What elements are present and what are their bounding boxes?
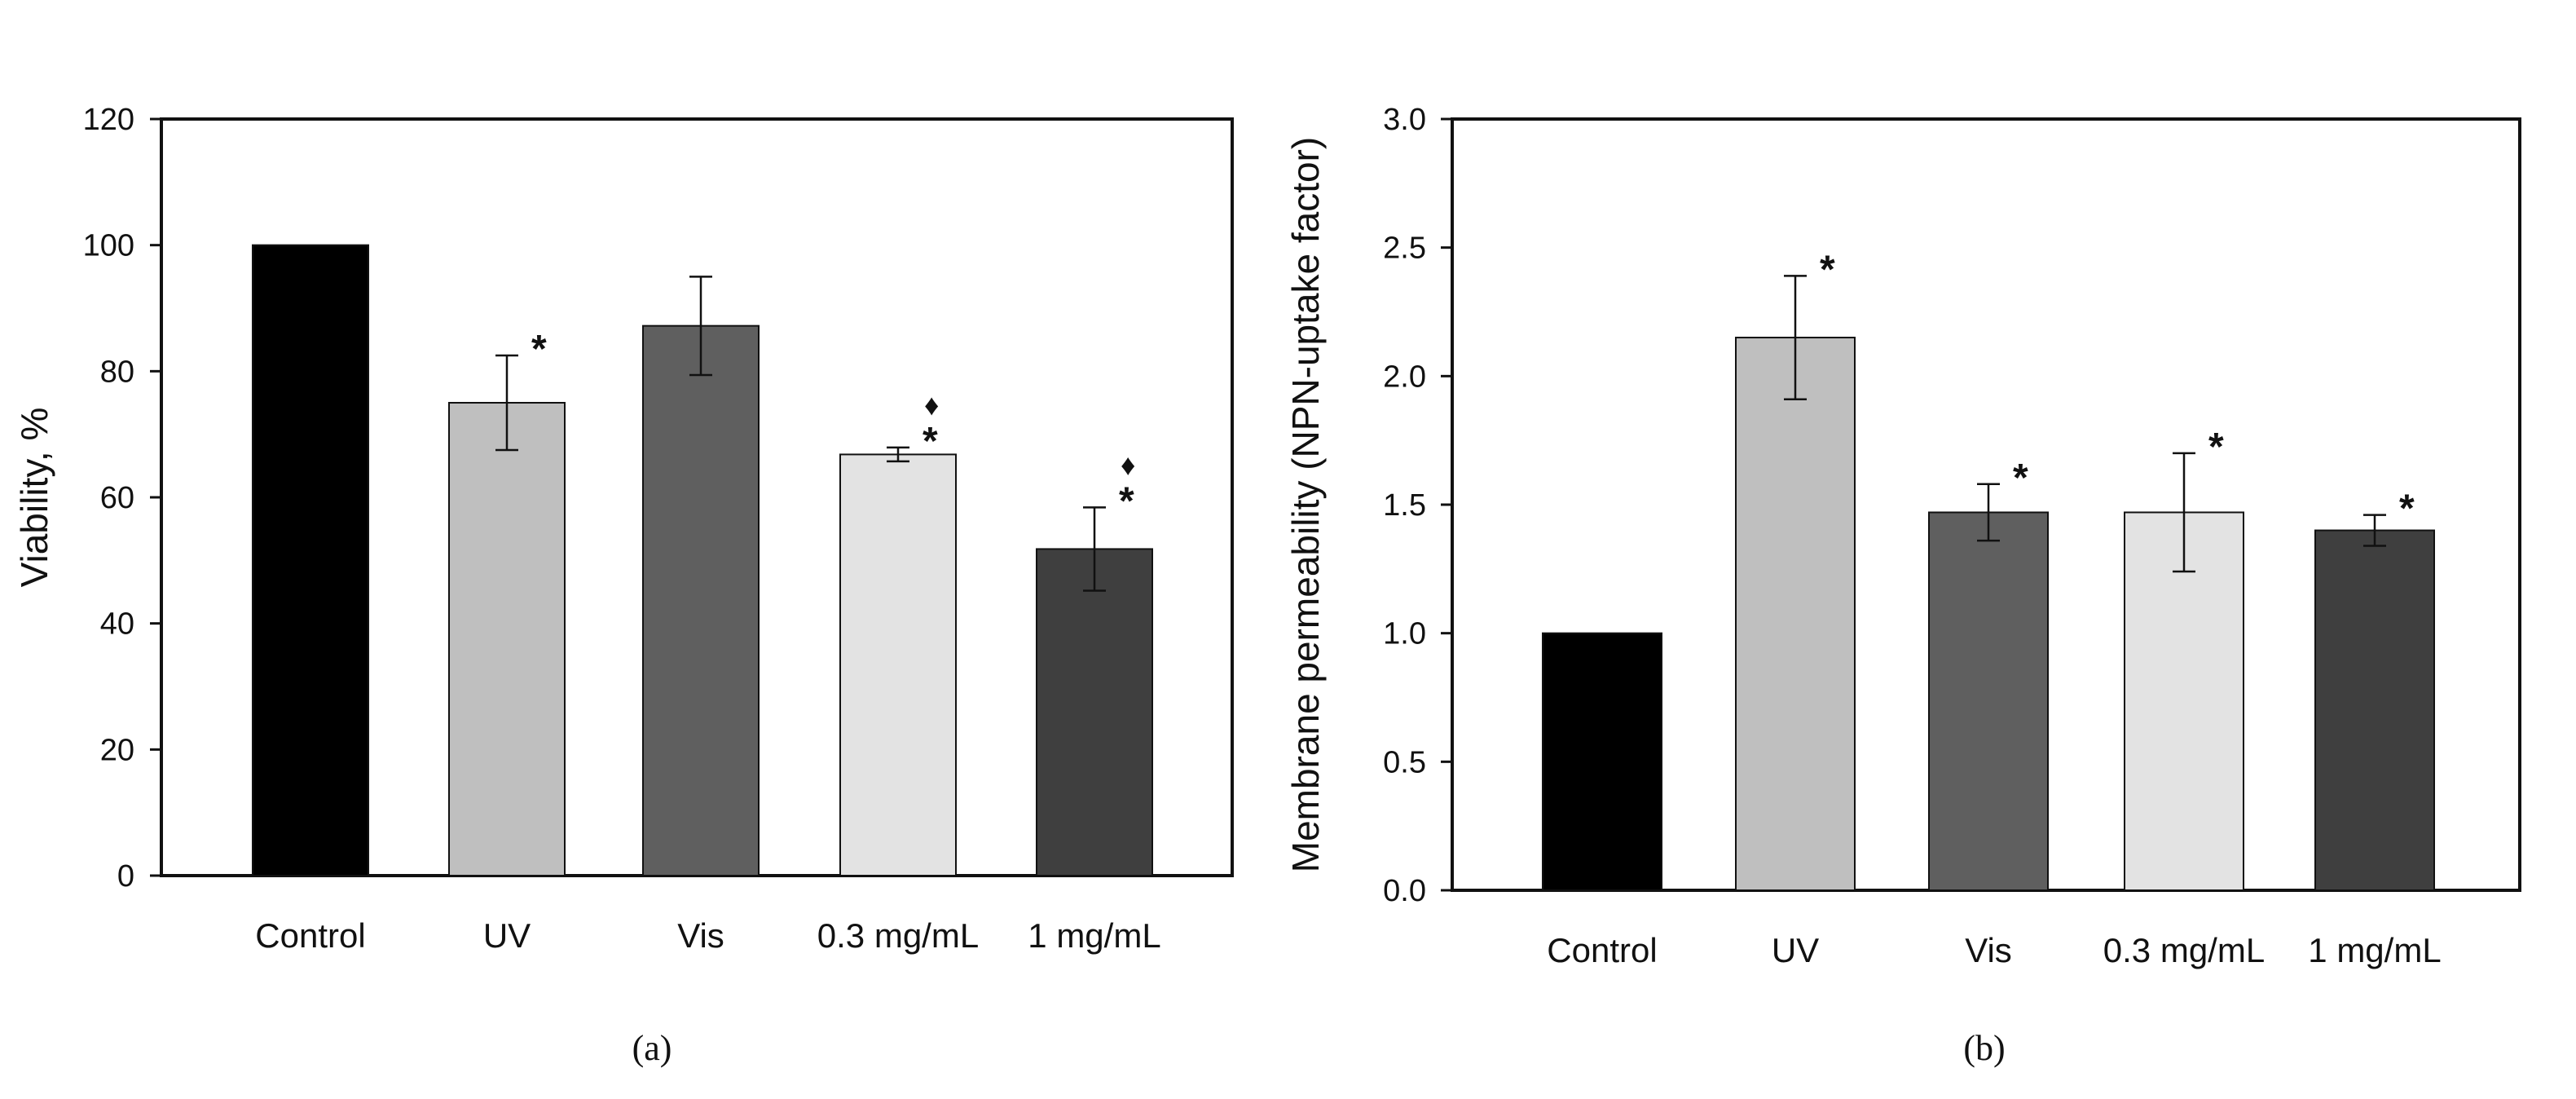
bar-4: [839, 453, 957, 876]
bar-4: [2124, 511, 2244, 892]
y-axis-label: Membrane permeability (NPN-uptake factor…: [1284, 137, 1327, 872]
y-tick-label: 3.0: [1383, 103, 1426, 137]
panel-caption: (a): [632, 1028, 672, 1068]
x-category-label: 0.3 mg/mL: [2103, 931, 2265, 969]
y-tick-label: 1.0: [1383, 617, 1426, 651]
significance-marker: *: [923, 420, 938, 463]
significance-marker: *: [1820, 248, 1835, 291]
chart-panel-a: 0 20 40 60 80 100 120 Viability, % Control * UV Vis…: [13, 103, 1234, 1068]
bar-3: [1928, 511, 2049, 892]
x-category-label: Control: [255, 916, 365, 955]
x-category-label: Control: [1547, 931, 1657, 969]
bar-2: [448, 402, 566, 876]
x-category-label: Vis: [1965, 931, 2012, 969]
x-category-label: UV: [1772, 931, 1819, 969]
x-category-label: 0.3 mg/mL: [817, 916, 979, 955]
significance-marker: *: [531, 328, 547, 371]
y-tick-label: 60: [100, 481, 134, 515]
bar-2: [1735, 337, 1856, 891]
y-tick-label: 40: [100, 607, 134, 642]
bar-5: [1036, 548, 1153, 876]
bar-1: [252, 244, 369, 876]
significance-marker: *: [2399, 488, 2415, 531]
y-tick-label: 120: [83, 103, 134, 137]
y-tick-label: 2.0: [1383, 360, 1426, 394]
significance-diamond-marker: ♦: [1121, 448, 1135, 481]
y-tick-label: 20: [100, 733, 134, 767]
panel-caption: (b): [1963, 1028, 2005, 1068]
x-category-label: UV: [483, 916, 531, 955]
significance-marker: *: [2208, 426, 2224, 469]
bar-3: [642, 324, 760, 876]
x-category-label: 1 mg/mL: [1028, 916, 1160, 955]
y-axis-label: Viability, %: [13, 408, 55, 588]
significance-marker: *: [2013, 457, 2028, 500]
y-tick-label: 0: [117, 859, 134, 894]
y-tick-label: 0.5: [1383, 745, 1426, 779]
bar-5: [2314, 529, 2435, 891]
y-tick-label: 0.0: [1383, 874, 1426, 908]
y-tick-label: 80: [100, 355, 134, 389]
chart-panel-b: 0.0 0.5 1.0 1.5 2.0 2.5 3.0 Membrane permeabili…: [1284, 103, 2521, 1068]
x-category-label: 1 mg/mL: [2308, 931, 2441, 969]
bar-1: [1542, 632, 1662, 892]
y-tick-label: 100: [83, 229, 134, 263]
x-category-label: Vis: [677, 916, 724, 955]
y-tick-label: 2.5: [1383, 232, 1426, 266]
y-tick-label: 1.5: [1383, 488, 1426, 523]
significance-diamond-marker: ♦: [924, 388, 939, 422]
significance-marker: *: [1119, 479, 1134, 523]
